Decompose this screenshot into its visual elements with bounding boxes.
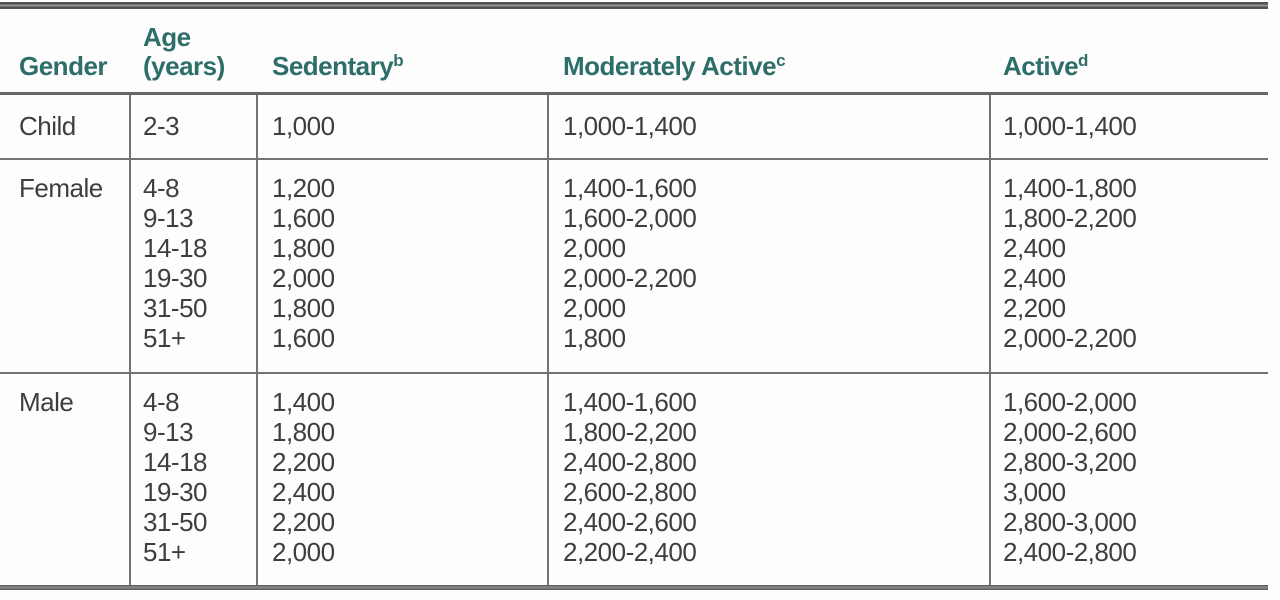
age-value: 9-13 xyxy=(143,417,194,447)
header-superscript: d xyxy=(1078,51,1089,70)
sedentary-value: 2,400 xyxy=(272,477,335,507)
age-column-cell: 2-3 xyxy=(129,95,256,158)
moderately-active-value: 1,400-1,600 xyxy=(563,173,697,203)
active-value: 1,400-1,800 xyxy=(1003,173,1137,203)
sedentary-value: 2,200 xyxy=(272,447,335,477)
age-value: 4-8 xyxy=(143,387,180,417)
age-value: 2-3 xyxy=(143,111,180,141)
moderately-active-value: 2,000-2,200 xyxy=(563,263,697,293)
active-value: 2,400-2,800 xyxy=(1003,537,1137,567)
age-value: 19-30 xyxy=(143,477,208,507)
row-group-male: Male 4-8 9-13 14-18 19-30 31-50 51+ 1,40… xyxy=(0,374,1268,585)
sedentary-value: 1,800 xyxy=(272,233,335,263)
active-value: 1,000-1,400 xyxy=(1003,111,1137,141)
header-superscript: c xyxy=(776,51,786,70)
active-value: 2,800-3,200 xyxy=(1003,447,1137,477)
active-column-cell: 1,400-1,800 1,800-2,200 2,400 2,400 2,20… xyxy=(989,160,1268,372)
sedentary-value: 1,600 xyxy=(272,203,335,233)
header-superscript: b xyxy=(393,51,404,70)
top-rule xyxy=(0,2,1268,9)
sedentary-column-cell: 1,200 1,600 1,800 2,000 1,800 1,600 xyxy=(256,160,547,372)
age-value: 19-30 xyxy=(143,263,208,293)
active-value: 2,400 xyxy=(1003,263,1066,293)
moderately-active-value: 2,000 xyxy=(563,233,626,263)
active-value: 2,800-3,000 xyxy=(1003,507,1137,537)
header-row: Gender Age (years) Sedentaryb Moderately… xyxy=(0,9,1268,92)
gender-cell: Male xyxy=(19,387,74,417)
column-header-gender: Gender xyxy=(19,51,108,81)
header-separator xyxy=(0,92,1268,95)
sedentary-value: 1,800 xyxy=(272,417,335,447)
age-value: 14-18 xyxy=(143,233,208,263)
sedentary-value: 2,200 xyxy=(272,507,335,537)
age-value: 51+ xyxy=(143,323,186,353)
sedentary-column-cell: 1,000 xyxy=(256,95,547,158)
moderately-active-value: 2,400-2,600 xyxy=(563,507,697,537)
column-header-active: Actived xyxy=(989,46,1268,92)
row-group-female: Female 4-8 9-13 14-18 19-30 31-50 51+ 1,… xyxy=(0,160,1268,372)
gender-cell: Child xyxy=(19,111,76,141)
age-column-cell: 4-8 9-13 14-18 19-30 31-50 51+ xyxy=(129,160,256,372)
moderately-active-value: 2,600-2,800 xyxy=(563,477,697,507)
group-separator xyxy=(0,158,1268,160)
group-separator xyxy=(0,372,1268,374)
column-header-sedentary: Sedentaryb xyxy=(256,46,547,92)
active-value: 2,000-2,600 xyxy=(1003,417,1137,447)
active-value: 2,400 xyxy=(1003,233,1066,263)
moderately-active-value: 1,800-2,200 xyxy=(563,417,697,447)
age-value: 9-13 xyxy=(143,203,194,233)
header-label: Sedentary xyxy=(272,51,394,81)
gender-cell: Female xyxy=(19,173,103,203)
moderately-active-column-cell: 1,400-1,600 1,800-2,200 2,400-2,800 2,60… xyxy=(547,374,989,585)
age-column-cell: 4-8 9-13 14-18 19-30 31-50 51+ xyxy=(129,374,256,585)
row-group-child: Child 2-3 1,000 1,000-1,400 1,000-1,400 xyxy=(0,95,1268,158)
sedentary-value: 1,800 xyxy=(272,293,335,323)
moderately-active-value: 1,800 xyxy=(563,323,626,353)
moderately-active-value: 1,400-1,600 xyxy=(563,387,697,417)
active-value: 2,200 xyxy=(1003,293,1066,323)
moderately-active-column-cell: 1,000-1,400 xyxy=(547,95,989,158)
active-column-cell: 1,000-1,400 xyxy=(989,95,1268,158)
header-label: Moderately Active xyxy=(563,51,777,81)
sedentary-value: 1,400 xyxy=(272,387,335,417)
active-column-cell: 1,600-2,000 2,000-2,600 2,800-3,200 3,00… xyxy=(989,374,1268,585)
sedentary-value: 1,000 xyxy=(272,111,335,141)
header-label: Active xyxy=(1003,51,1079,81)
bottom-rule xyxy=(0,585,1268,590)
moderately-active-value: 2,200-2,400 xyxy=(563,537,697,567)
sedentary-value: 2,000 xyxy=(272,537,335,567)
age-value: 4-8 xyxy=(143,173,180,203)
age-value: 14-18 xyxy=(143,447,208,477)
column-header-age: Age (years) xyxy=(143,22,225,81)
sedentary-value: 1,600 xyxy=(272,323,335,353)
active-value: 2,000-2,200 xyxy=(1003,323,1137,353)
column-header-moderately-active: Moderately Activec xyxy=(547,46,989,92)
active-value: 1,600-2,000 xyxy=(1003,387,1137,417)
sedentary-value: 2,000 xyxy=(272,263,335,293)
moderately-active-column-cell: 1,400-1,600 1,600-2,000 2,000 2,000-2,20… xyxy=(547,160,989,372)
age-value: 31-50 xyxy=(143,293,208,323)
moderately-active-value: 2,000 xyxy=(563,293,626,323)
calorie-needs-table: Gender Age (years) Sedentaryb Moderately… xyxy=(0,2,1268,590)
active-value: 1,800-2,200 xyxy=(1003,203,1137,233)
age-value: 51+ xyxy=(143,537,186,567)
sedentary-column-cell: 1,400 1,800 2,200 2,400 2,200 2,000 xyxy=(256,374,547,585)
moderately-active-value: 1,600-2,000 xyxy=(563,203,697,233)
sedentary-value: 1,200 xyxy=(272,173,335,203)
active-value: 3,000 xyxy=(1003,477,1066,507)
age-value: 31-50 xyxy=(143,507,208,537)
moderately-active-value: 1,000-1,400 xyxy=(563,111,697,141)
moderately-active-value: 2,400-2,800 xyxy=(563,447,697,477)
